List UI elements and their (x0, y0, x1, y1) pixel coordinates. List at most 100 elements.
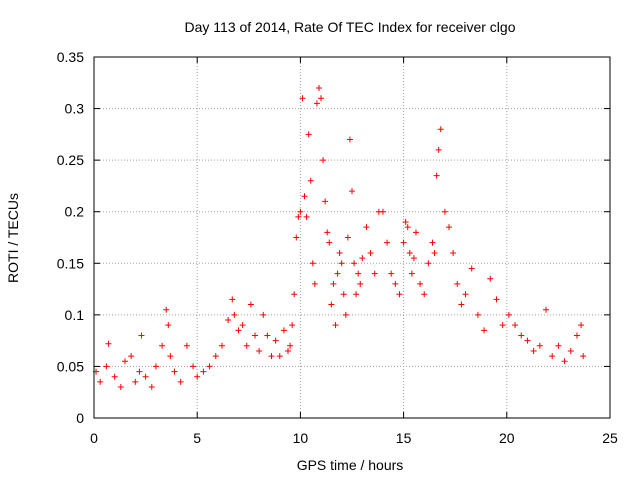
data-point (474, 311, 481, 318)
y-tick-label: 0.2 (65, 204, 85, 220)
data-point (311, 280, 318, 287)
data-point (493, 296, 500, 303)
data-point (340, 291, 347, 298)
data-point (229, 296, 236, 303)
y-tick-label: 0.35 (57, 49, 84, 65)
data-point (138, 332, 145, 339)
data-point (412, 229, 419, 236)
data-point (512, 322, 519, 329)
data-point (379, 208, 386, 215)
data-point (342, 311, 349, 318)
data-point (408, 270, 415, 277)
y-tick-label: 0.25 (57, 152, 84, 168)
data-point (417, 280, 424, 287)
y-axis-ticks: 0 0.05 0.1 0.15 0.2 0.25 0.3 0.35 (57, 49, 610, 426)
data-point (117, 384, 124, 391)
data-point (132, 378, 139, 385)
data-point (371, 270, 378, 277)
data-point (402, 219, 409, 226)
data-point (406, 249, 413, 256)
data-point (136, 368, 143, 375)
data-point (293, 234, 300, 241)
data-point (450, 249, 457, 256)
data-point (322, 198, 329, 205)
data-point (285, 347, 292, 354)
data-point (313, 100, 320, 107)
data-point (536, 342, 543, 349)
data-point (243, 342, 250, 349)
data-point (328, 301, 335, 308)
data-point (505, 311, 512, 318)
plot-border (93, 56, 611, 419)
y-axis-label: ROTI / TECUs (5, 193, 21, 283)
data-point (305, 131, 312, 138)
data-point (159, 342, 166, 349)
data-point (543, 306, 550, 313)
data-point (462, 291, 469, 298)
data-point (128, 353, 135, 360)
data-point (256, 347, 263, 354)
data-point (355, 270, 362, 277)
data-point (487, 275, 494, 282)
data-point (421, 291, 428, 298)
data-point (218, 342, 225, 349)
x-tick-label: 25 (602, 430, 618, 446)
data-point (324, 229, 331, 236)
data-point (524, 337, 531, 344)
data-point (152, 363, 159, 370)
data-point (578, 322, 585, 329)
data-point (359, 255, 366, 262)
data-point (499, 322, 506, 329)
data-point (291, 291, 298, 298)
data-point (280, 327, 287, 334)
data-point (396, 291, 403, 298)
data-point (580, 353, 587, 360)
data-point (163, 306, 170, 313)
data-point (437, 126, 444, 133)
data-point (454, 280, 461, 287)
data-point (481, 327, 488, 334)
data-point (111, 373, 118, 380)
data-point (446, 224, 453, 231)
data-point (441, 208, 448, 215)
data-point (357, 280, 364, 287)
data-point (435, 146, 442, 153)
data-point (400, 239, 407, 246)
data-point (268, 353, 275, 360)
chart-title: Day 113 of 2014, Rate Of TEC Index for r… (185, 19, 516, 35)
data-point (431, 249, 438, 256)
data-point (429, 239, 436, 246)
x-tick-label: 0 (90, 430, 98, 446)
data-point (303, 213, 310, 220)
data-point (165, 322, 172, 329)
data-point (272, 337, 279, 344)
data-point (183, 342, 190, 349)
data-point (549, 353, 556, 360)
data-point (299, 95, 306, 102)
data-point (142, 373, 149, 380)
data-point (301, 193, 308, 200)
data-point (190, 363, 197, 370)
data-point (573, 332, 580, 339)
x-tick-label: 20 (499, 430, 515, 446)
data-point (103, 363, 110, 370)
data-point (247, 301, 254, 308)
data-point (351, 260, 358, 267)
y-tick-label: 0 (76, 410, 84, 426)
data-point (388, 270, 395, 277)
data-point (555, 342, 562, 349)
data-point (330, 280, 337, 287)
data-point (363, 224, 370, 231)
data-point (239, 322, 246, 329)
x-tick-label: 10 (293, 430, 309, 446)
data-point (309, 260, 316, 267)
data-point (344, 234, 351, 241)
y-tick-label: 0.3 (65, 101, 85, 117)
data-point (287, 342, 294, 349)
data-point (567, 347, 574, 354)
data-point (315, 84, 322, 91)
data-point (97, 378, 104, 385)
data-point (561, 358, 568, 365)
x-axis-label: GPS time / hours (297, 457, 404, 473)
